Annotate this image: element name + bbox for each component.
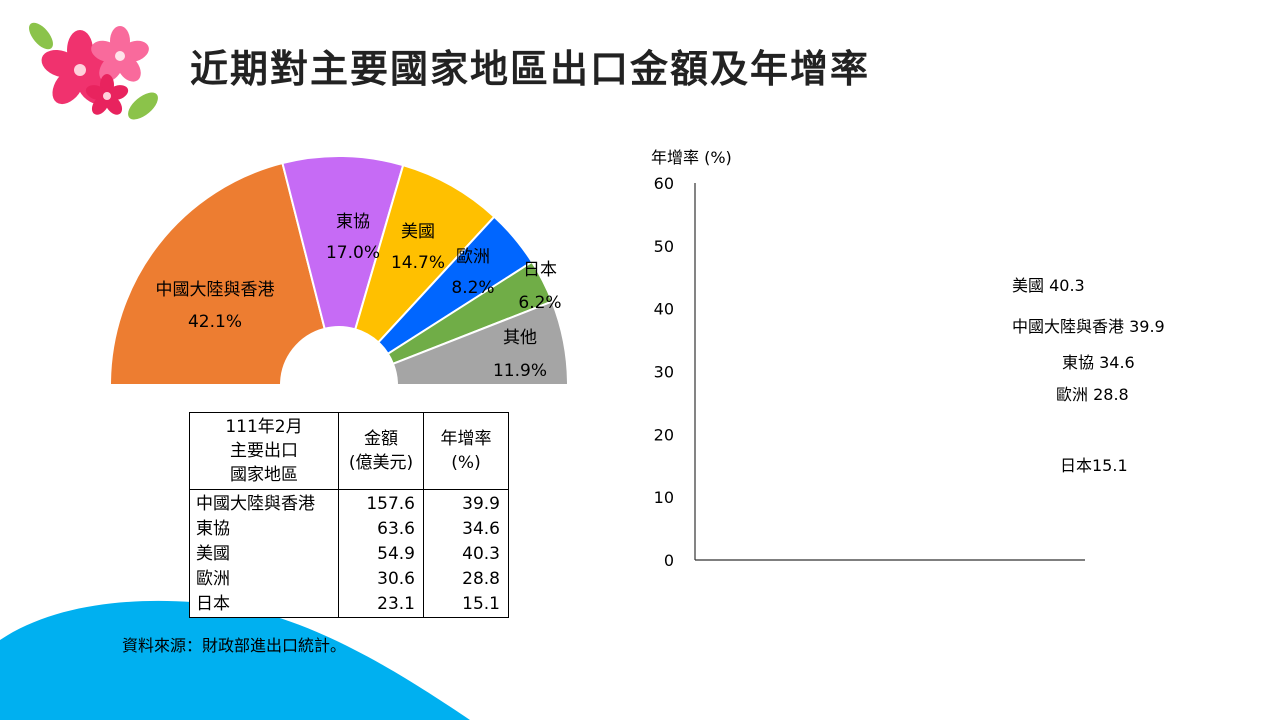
pie-slice-name: 日本 <box>523 260 557 280</box>
y-tick-label: 40 <box>654 300 674 319</box>
cell-growth: 39.9 <box>423 489 509 517</box>
pie-slice-name: 歐洲 <box>456 247 490 267</box>
pie-slice-name: 美國 <box>401 222 435 242</box>
pie-slice-percent: 42.1% <box>188 312 242 332</box>
pie-slice-percent: 11.9% <box>493 361 547 381</box>
series-end-label: 中國大陸與香港 39.9 <box>1012 317 1165 336</box>
table-row: 中國大陸與香港 157.6 39.9 <box>189 489 509 517</box>
export-share-pie-chart: 中國大陸與香港 42.1% 東協 17.0% 美國 14.7% 歐洲 8.2% 日本 6.2% 其他… <box>108 155 570 386</box>
y-tick-label: 50 <box>654 237 674 256</box>
pie-slice <box>391 300 570 386</box>
y-tick-label: 20 <box>654 425 674 444</box>
table-row: 日本 23.1 15.1 <box>189 592 509 618</box>
blossom-icon <box>85 74 129 115</box>
cell-amount: 157.6 <box>338 489 424 517</box>
cell-region: 歐洲 <box>189 567 339 592</box>
y-axis-label: 年增率 (%) <box>651 148 732 167</box>
leaf-icon <box>29 22 53 50</box>
pie-slice-percent: 17.0% <box>326 243 380 263</box>
y-tick-label: 60 <box>654 174 674 193</box>
header-growth: 年增率 (%) <box>423 412 509 490</box>
series-end-label: 東協 34.6 <box>1062 353 1135 372</box>
cell-region: 日本 <box>189 592 339 618</box>
cell-growth: 15.1 <box>423 592 509 618</box>
series-end-label: 美國 40.3 <box>1012 276 1085 295</box>
source-note: 資料來源：財政部進出口統計。 <box>122 636 347 655</box>
blue-wave-shape <box>0 600 470 720</box>
pie-slice-name: 其他 <box>503 328 537 348</box>
cell-region: 美國 <box>189 542 339 567</box>
pie-slice-percent: 8.2% <box>451 278 494 298</box>
header-amount: 金額 (億美元) <box>338 412 424 490</box>
cell-amount: 30.6 <box>338 567 424 592</box>
table-header-row: 111年2月 主要出口 國家地區 金額 (億美元) 年增率 (%) <box>189 412 509 490</box>
cell-amount: 63.6 <box>338 517 424 542</box>
page-title: 近期對主要國家地區出口金額及年增率 <box>190 47 871 91</box>
table-row: 歐洲 30.6 28.8 <box>189 567 509 592</box>
cell-growth: 34.6 <box>423 517 509 542</box>
table-row: 東協 63.6 34.6 <box>189 517 509 542</box>
export-table: 111年2月 主要出口 國家地區 金額 (億美元) 年增率 (%) 中國大陸與香… <box>189 412 509 618</box>
cell-region: 中國大陸與香港 <box>189 489 339 517</box>
growth-rate-line-chart: 年增率 (%)01020304050608月9月10月11月12月1月2月110… <box>651 148 1165 570</box>
series-end-label: 歐洲 28.8 <box>1056 385 1129 404</box>
y-tick-label: 0 <box>664 551 674 570</box>
header-region: 111年2月 主要出口 國家地區 <box>189 412 339 490</box>
y-tick-label: 30 <box>654 363 674 382</box>
cell-region: 東協 <box>189 517 339 542</box>
cherry-blossom-icon <box>29 22 158 120</box>
y-tick-label: 10 <box>654 488 674 507</box>
cell-growth: 28.8 <box>423 567 509 592</box>
leaf-icon <box>128 92 158 120</box>
pie-slice-name: 中國大陸與香港 <box>156 280 275 300</box>
pie-slice-percent: 14.7% <box>391 253 445 273</box>
pie-slice-percent: 6.2% <box>518 293 561 313</box>
pie-slice-name: 東協 <box>336 212 370 232</box>
cell-growth: 40.3 <box>423 542 509 567</box>
cell-amount: 23.1 <box>338 592 424 618</box>
cell-amount: 54.9 <box>338 542 424 567</box>
pie-slice <box>108 161 326 386</box>
table-row: 美國 54.9 40.3 <box>189 542 509 567</box>
pie-slice <box>281 155 405 331</box>
series-end-label: 日本15.1 <box>1060 456 1128 475</box>
